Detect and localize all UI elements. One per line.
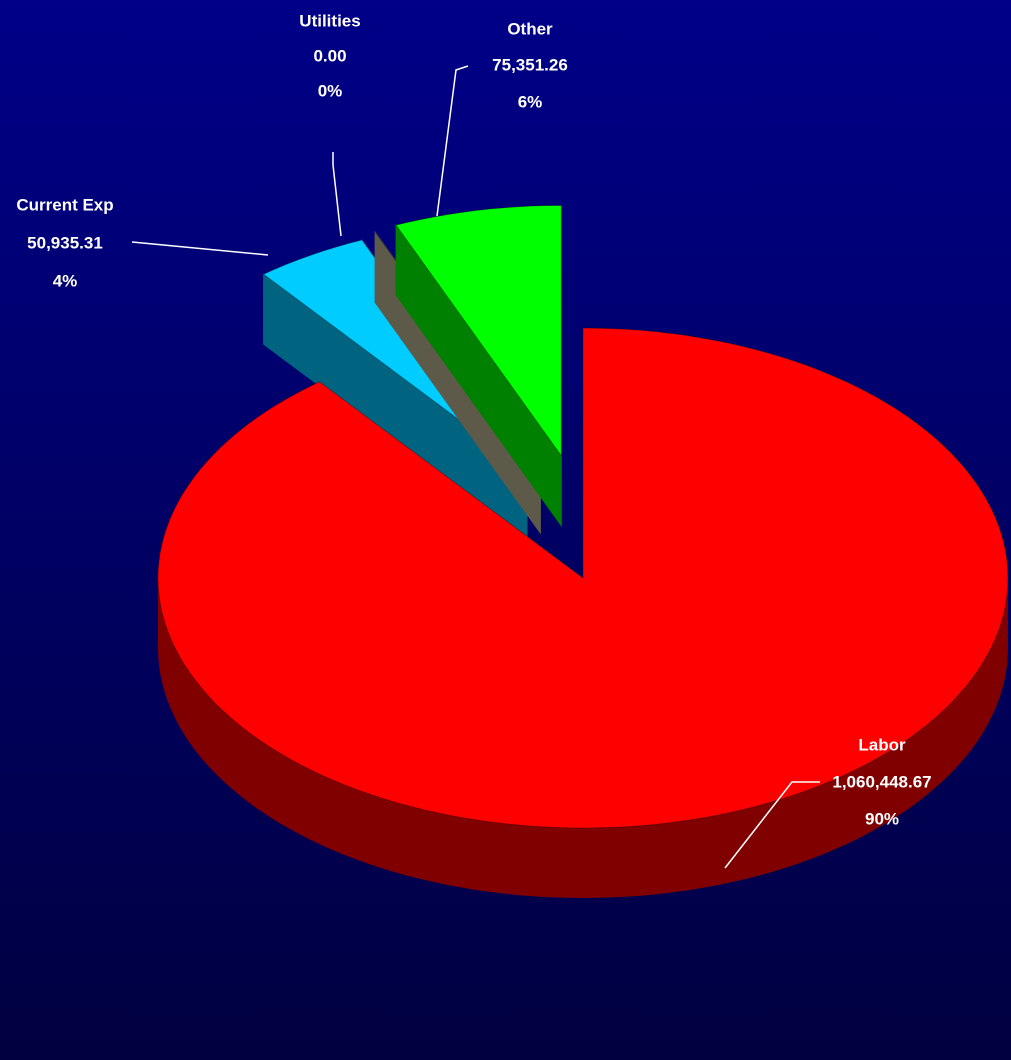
percent-label: 0% (318, 81, 343, 100)
category-label: Labor (858, 735, 906, 754)
category-label: Current Exp (16, 195, 113, 214)
pie (157, 205, 1009, 898)
category-label: Other (507, 19, 553, 38)
slice (157, 327, 1009, 829)
category-label: Utilities (299, 11, 360, 30)
value-label: 0.00 (313, 46, 346, 65)
slice-side (158, 578, 1008, 898)
leader-line (436, 65, 469, 217)
leader-line (332, 152, 342, 237)
labels: Labor 1,060,448.67 90% Current Exp 50,93… (16, 11, 932, 869)
value-label: 75,351.26 (492, 55, 568, 74)
leader-line (131, 241, 269, 256)
slice (395, 205, 562, 457)
value-label: 1,060,448.67 (832, 772, 931, 791)
percent-label: 6% (518, 92, 543, 111)
value-label: 50,935.31 (27, 233, 103, 252)
percent-label: 4% (53, 271, 78, 290)
percent-label: 90% (865, 809, 899, 828)
leader-line (724, 781, 820, 869)
